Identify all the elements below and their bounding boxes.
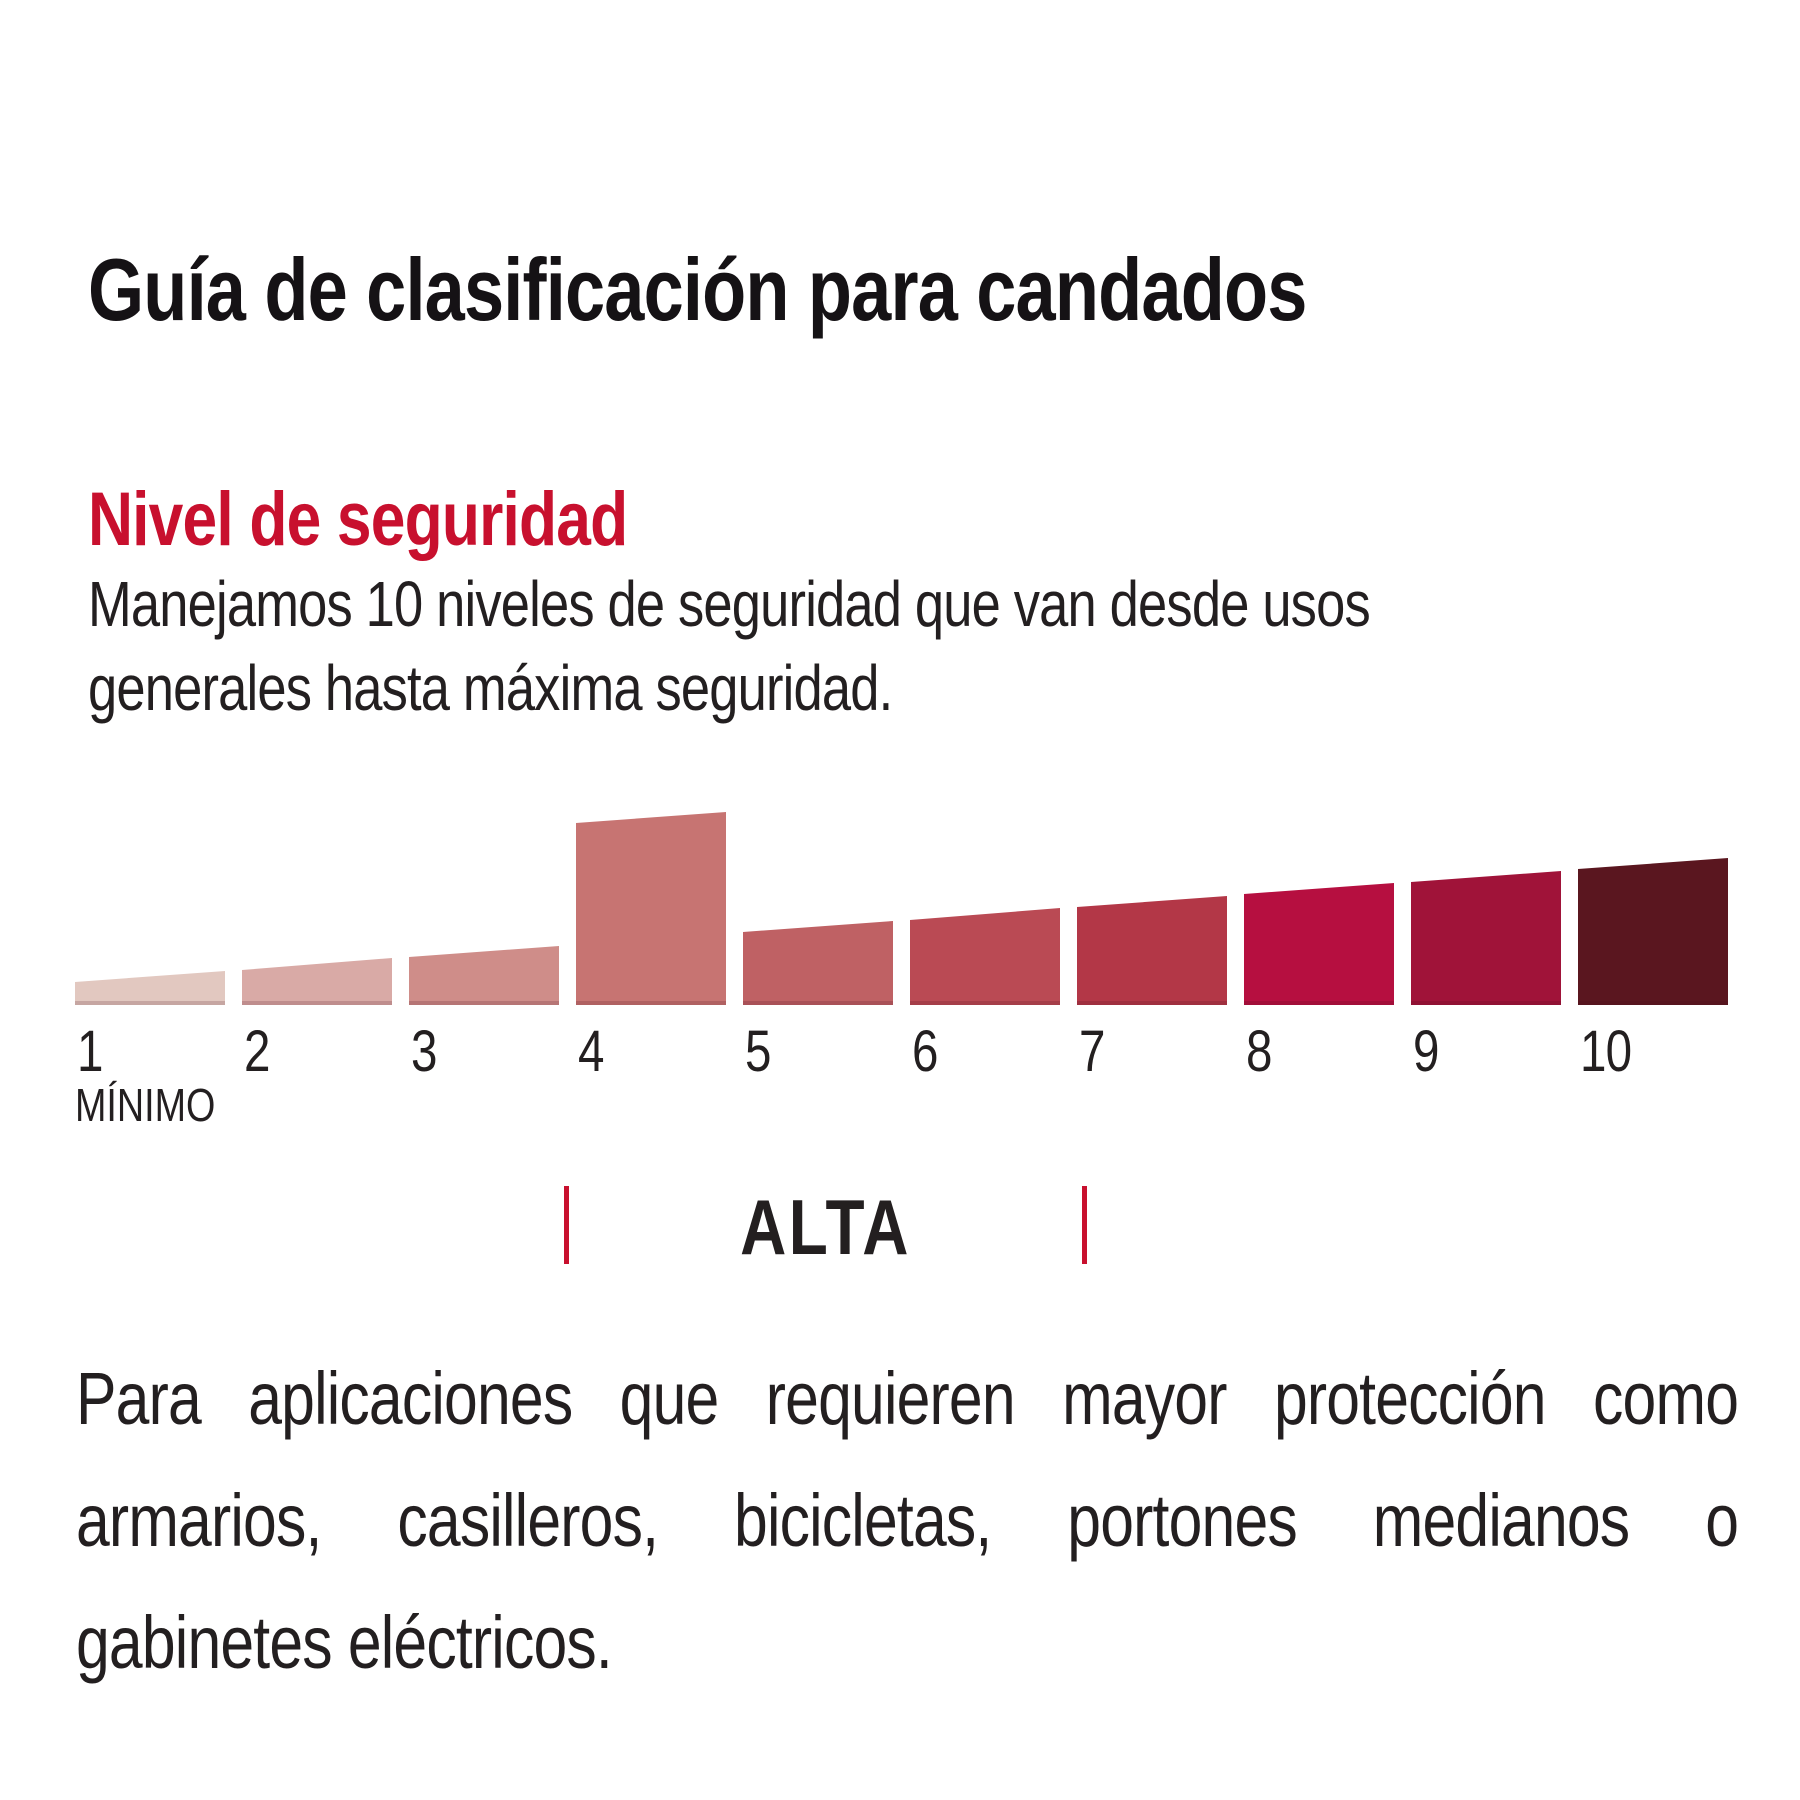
bar-level-1 [75, 971, 225, 1005]
minimum-label: MÍNIMO [75, 1079, 216, 1131]
bar-label-7: 7 [1079, 1019, 1105, 1084]
bar-label-8: 8 [1246, 1019, 1272, 1084]
security-level-intro: Manejamos 10 niveles de seguridad que va… [88, 562, 1651, 730]
alta-range-label: ALTA [740, 1183, 911, 1271]
description-line-1: Para aplicaciones que requieren mayor pr… [76, 1357, 1739, 1440]
alta-description: Para aplicaciones que requieren mayor pr… [76, 1338, 1739, 1704]
bar-label-3: 3 [411, 1019, 437, 1084]
description-line-3: gabinetes eléctricos. [76, 1601, 613, 1684]
bar-label-1: 1 [77, 1019, 103, 1084]
bar-level-9 [1411, 871, 1561, 1005]
alta-range-callout: ALTA [564, 1183, 1087, 1271]
description-line-2: armarios, casilleros, bicicletas, porton… [76, 1479, 1739, 1562]
bar-level-7 [1077, 896, 1227, 1005]
bar-label-4: 4 [578, 1019, 604, 1084]
bar-label-2: 2 [244, 1019, 270, 1084]
bar-level-4 [576, 812, 726, 1005]
bar-label-9: 9 [1413, 1019, 1439, 1084]
alta-range-start-tick-icon [564, 1186, 569, 1264]
alta-range-end-tick-icon [1082, 1186, 1087, 1264]
security-bars [75, 805, 1728, 1005]
security-bar-labels: 1 2 3 4 5 6 7 8 9 10 [75, 1018, 1775, 1084]
page-title: Guía de clasificación para candados [88, 239, 1307, 339]
bar-level-10 [1578, 858, 1728, 1005]
bar-level-6 [910, 908, 1060, 1005]
bar-level-5 [743, 921, 893, 1005]
intro-line-2: generales hasta máxima seguridad. [88, 652, 893, 724]
bar-label-10: 10 [1580, 1019, 1632, 1084]
bar-label-5: 5 [745, 1019, 771, 1084]
intro-line-1: Manejamos 10 niveles de seguridad que va… [88, 568, 1371, 640]
bar-label-6: 6 [912, 1019, 938, 1084]
bar-level-3 [409, 946, 559, 1005]
bar-level-8 [1244, 883, 1394, 1005]
bar-level-2 [242, 958, 392, 1005]
security-level-heading: Nivel de seguridad [88, 477, 628, 563]
